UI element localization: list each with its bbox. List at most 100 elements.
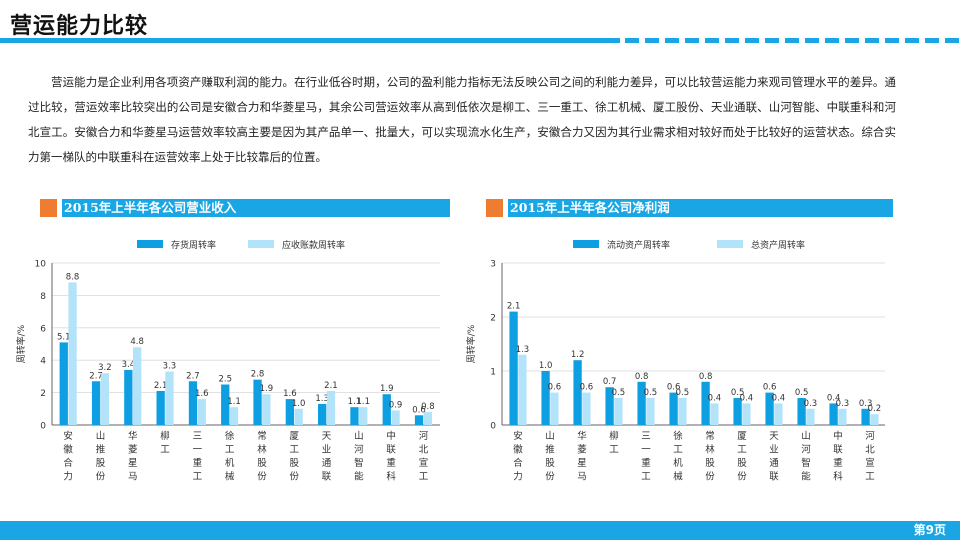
- x-tick-label: 常林股份: [705, 430, 715, 483]
- x-tick-label: 徐工机械: [673, 430, 683, 483]
- bar-value-label: 0.6: [667, 383, 681, 393]
- bar-series1: [765, 392, 774, 425]
- bar-series2: [423, 412, 432, 425]
- y-tick-label: 2: [40, 389, 46, 399]
- bar-series1: [861, 408, 870, 425]
- bar-series1: [318, 403, 327, 425]
- bar-value-label: 2.1: [507, 302, 521, 312]
- bar-series1: [156, 390, 165, 425]
- bar-value-label: 2.7: [89, 371, 103, 381]
- bar-value-label: 2.1: [154, 381, 168, 391]
- y-tick-label: 0: [40, 422, 46, 432]
- bar-value-label: 0.5: [731, 388, 745, 398]
- bar-series2: [646, 398, 655, 425]
- bar-series1: [541, 371, 550, 425]
- bar-value-label: 0.4: [827, 393, 841, 403]
- x-tick-label: 厦工股份: [289, 431, 299, 483]
- x-tick-label: 山推股份: [545, 431, 555, 483]
- bar-value-label: 1.2: [571, 350, 585, 360]
- title-underline-solid: [0, 38, 620, 43]
- bar-value-label: 0.3: [836, 399, 850, 409]
- bar-value-label: 3.4: [122, 360, 136, 370]
- x-tick-label: 徐工机械: [225, 430, 235, 483]
- bar-value-label: 0.4: [708, 393, 722, 403]
- bar-series1: [91, 381, 101, 425]
- bar-series2: [614, 398, 623, 425]
- y-axis-label: 周转率/%: [465, 324, 477, 363]
- x-tick-label: 中联重科: [833, 430, 843, 483]
- legend-swatch: [573, 240, 599, 248]
- bar-series2: [197, 399, 206, 425]
- bar-series2: [678, 398, 687, 425]
- x-tick-label: 安徽合力: [513, 430, 523, 483]
- bar-series1: [414, 415, 424, 425]
- bar-series1: [59, 342, 68, 425]
- bar-value-label: 2.8: [251, 370, 265, 380]
- x-tick-label: 中联重科: [386, 430, 396, 483]
- x-tick-label: 柳工: [160, 430, 170, 456]
- y-tick-label: 2: [490, 314, 496, 324]
- bar-series1: [829, 403, 838, 425]
- x-tick-label: 安徽合力: [63, 430, 73, 483]
- bar-series1: [124, 369, 133, 425]
- x-tick-label: 三一重工: [641, 431, 651, 483]
- x-tick-label: 天业通联: [322, 431, 332, 483]
- bar-series2: [582, 392, 591, 425]
- legend-label: 总资产周转率: [751, 239, 805, 251]
- bar-series2: [262, 394, 271, 425]
- bar-value-label: 0.5: [612, 388, 626, 398]
- bar-series2: [359, 407, 368, 425]
- title-underline: [0, 38, 960, 43]
- legend-label: 应收账款周转率: [282, 239, 345, 251]
- bar-value-label: 5.1: [57, 332, 71, 342]
- bar-series1: [669, 392, 678, 425]
- bar-value-label: 0.8: [421, 402, 435, 412]
- bar-value-label: 0.5: [676, 388, 690, 398]
- bar-series1: [701, 381, 710, 425]
- bar-value-label: 8.8: [66, 272, 80, 282]
- bar-value-label: 0.6: [580, 383, 594, 393]
- bar-series2: [229, 407, 239, 425]
- bar-value-label: 3.2: [98, 363, 112, 373]
- bar-value-label: 0.7: [603, 377, 617, 387]
- x-tick-label: 华菱星马: [577, 430, 587, 483]
- title-underline-dashed: [625, 38, 960, 43]
- bar-series1: [285, 399, 294, 425]
- y-tick-label: 10: [35, 260, 47, 270]
- bar-series2: [838, 408, 847, 425]
- legend-label: 流动资产周转率: [607, 239, 670, 251]
- x-tick-label: 河北宣工: [419, 430, 429, 483]
- bar-series2: [133, 347, 142, 425]
- x-tick-label: 柳工: [609, 430, 619, 456]
- legend-swatch: [717, 240, 743, 248]
- bar-value-label: 1.1: [356, 397, 370, 407]
- bar-series2: [870, 414, 879, 425]
- bar-series2: [165, 371, 174, 425]
- orange-square-icon: [486, 199, 503, 217]
- y-tick-label: 0: [490, 422, 496, 432]
- bar-value-label: 1.9: [380, 384, 394, 394]
- bar-series1: [509, 311, 518, 425]
- bar-series1: [733, 398, 742, 425]
- bar-value-label: 0.5: [795, 388, 809, 398]
- bar-value-label: 0.3: [859, 399, 873, 409]
- bar-value-label: 1.9: [260, 384, 274, 394]
- bar-series2: [774, 403, 783, 425]
- bar-series2: [326, 390, 336, 425]
- bar-value-label: 1.3: [516, 345, 530, 355]
- x-tick-label: 厦工股份: [737, 431, 747, 483]
- section-title-right: 2015年上半年各公司净利润: [508, 199, 893, 217]
- orange-square-icon: [40, 199, 57, 217]
- bar-series1: [637, 381, 646, 425]
- bar-series2: [68, 282, 77, 425]
- bar-value-label: 1.1: [227, 397, 241, 407]
- bar-value-label: 0.6: [548, 383, 562, 393]
- bar-series2: [550, 392, 559, 425]
- bar-value-label: 1.0: [292, 399, 306, 409]
- bar-value-label: 4.8: [130, 337, 144, 347]
- bar-series1: [797, 398, 806, 425]
- bar-series1: [573, 360, 582, 425]
- bar-value-label: 2.7: [186, 371, 200, 381]
- body-paragraph: 营运能力是企业利用各项资产赚取利润的能力。在行业低谷时期，公司的盈利能力指标无法…: [28, 75, 896, 164]
- bar-value-label: 2.5: [218, 375, 232, 385]
